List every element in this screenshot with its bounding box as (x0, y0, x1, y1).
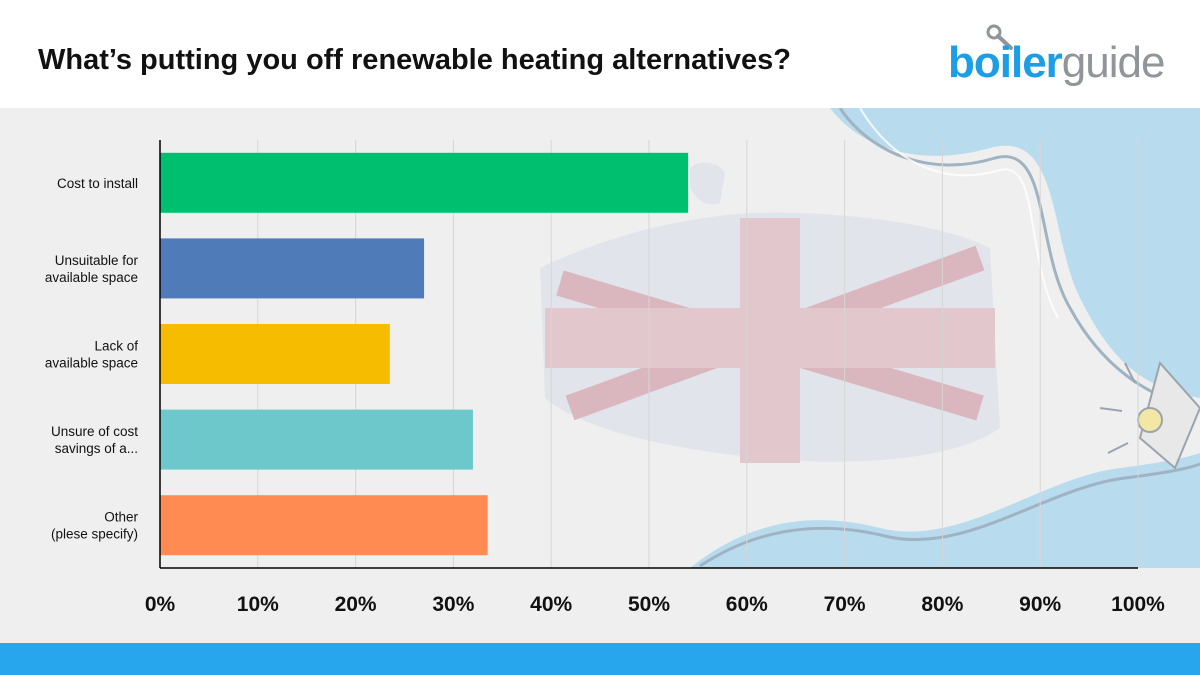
bar (160, 495, 488, 556)
x-tick-label: 80% (921, 593, 963, 616)
x-axis-tick-labels: 0% 10% 20% 30% 40% 50% 60% 70% 80% 90% 100% (145, 593, 1165, 616)
boilerguide-logo[interactable]: boilerguide (945, 24, 1165, 94)
header: What’s putting you off renewable heating… (0, 0, 1200, 108)
category-label: (plese specify) (51, 527, 138, 542)
x-tick-label: 10% (237, 593, 279, 616)
page-title: What’s putting you off renewable heating… (38, 44, 792, 76)
category-label: Cost to install (57, 176, 138, 191)
bar (160, 152, 689, 213)
x-tick-label: 90% (1019, 593, 1061, 616)
category-label: Other (104, 510, 138, 525)
x-tick-label: 20% (335, 593, 377, 616)
wrench-icon (986, 24, 1013, 50)
pipe-outline-2 (859, 108, 1059, 319)
x-tick-label: 0% (145, 593, 176, 616)
background-illustration (540, 108, 1200, 568)
uk-flag-watermark (540, 162, 1000, 463)
bar (160, 409, 473, 470)
bar (160, 238, 425, 299)
bottom-wave (690, 453, 1200, 568)
x-tick-label: 50% (628, 593, 670, 616)
bars (160, 152, 689, 556)
pipe-illustration (830, 108, 1200, 398)
logo-wordmark-boiler: boiler (948, 38, 1063, 87)
bar-chart: Cost to install Unsuitable for available s… (45, 140, 1165, 616)
x-tick-label: 70% (824, 593, 866, 616)
category-label: savings of a... (55, 441, 138, 456)
x-tick-label: 40% (530, 593, 572, 616)
category-label: Lack of (94, 339, 138, 354)
logo-wordmark-guide: guide (1061, 38, 1166, 87)
category-label: available space (45, 356, 138, 371)
x-tick-label: 60% (726, 593, 768, 616)
x-tick-label: 100% (1111, 593, 1165, 616)
category-label: available space (45, 270, 138, 285)
category-label: Unsure of cost (51, 424, 138, 439)
category-labels: Cost to install Unsuitable for available s… (45, 176, 139, 542)
category-label: Unsuitable for (55, 253, 139, 268)
logo-wordmark: boilerguide (948, 38, 1166, 88)
lightbulb-icon (1099, 360, 1200, 470)
footer-bar (0, 643, 1200, 675)
x-tick-label: 30% (432, 593, 474, 616)
bottom-wave-outline (699, 462, 1200, 568)
bar (160, 324, 390, 384)
